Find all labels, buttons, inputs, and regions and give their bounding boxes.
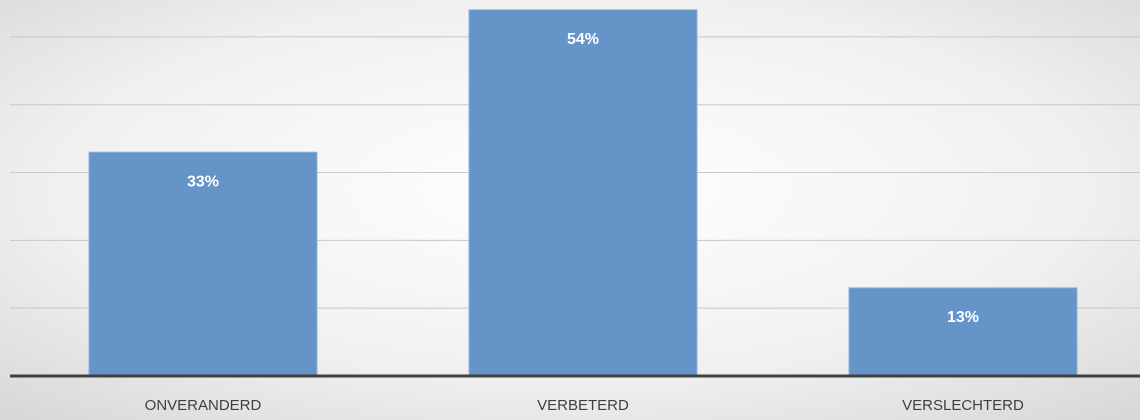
bar — [848, 287, 1078, 377]
bar — [468, 9, 698, 377]
value-label: 54% — [567, 31, 599, 48]
x-tick-label: VERBETERD — [537, 397, 629, 414]
x-tick-label: ONVERANDERD — [145, 397, 262, 414]
value-label: 33% — [187, 173, 219, 190]
value-label: 13% — [947, 309, 979, 326]
x-tick-label: VERSLECHTERD — [902, 397, 1024, 414]
bar — [88, 151, 318, 377]
